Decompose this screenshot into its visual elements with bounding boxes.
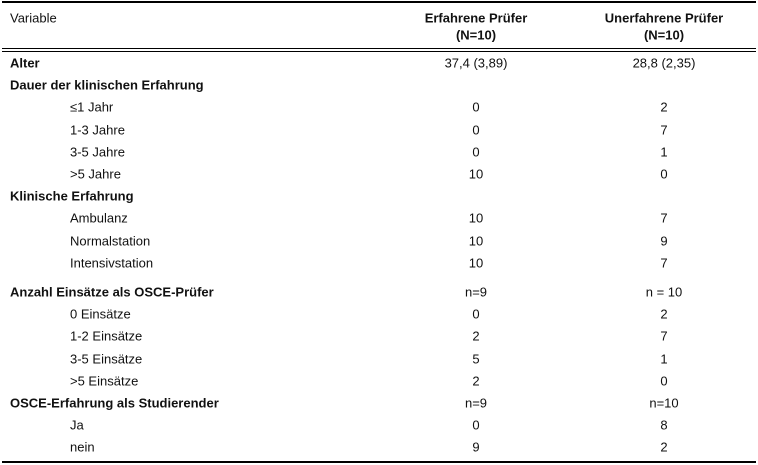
- row-label: ≤1 Jahr: [70, 99, 114, 115]
- row-label: 0 Einsätze: [70, 306, 131, 322]
- cell: 10: [468, 210, 484, 226]
- cell: 9: [660, 233, 668, 249]
- section-title: Dauer der klinischen Erfahrung: [10, 77, 204, 93]
- cell: 0: [660, 373, 668, 389]
- cell: 7: [660, 328, 668, 344]
- section-title: Klinische Erfahrung: [10, 188, 134, 204]
- column-header-n: (N=10): [455, 27, 497, 43]
- header-rule: [2, 51, 756, 52]
- row-label: >5 Jahre: [70, 166, 121, 182]
- section-title: OSCE-Erfahrung als Studierender: [10, 395, 219, 411]
- row-label: 1-2 Einsätze: [70, 328, 143, 344]
- cell: 2: [472, 328, 480, 344]
- cell: 7: [660, 122, 668, 138]
- column-header-n: (N=10): [643, 27, 685, 43]
- cell: 2: [660, 439, 668, 455]
- column-header: Variable: [10, 10, 57, 26]
- header-rule: [2, 48, 756, 49]
- row-label: nein: [70, 439, 95, 455]
- cell: 2: [472, 373, 480, 389]
- cell: 10: [468, 255, 484, 271]
- cell: n=9: [464, 284, 488, 300]
- cell: 1: [660, 144, 668, 160]
- cell: 8: [660, 417, 668, 433]
- row-label: Normalstation: [70, 233, 151, 249]
- cell: 28,8 (2,35): [632, 55, 696, 71]
- cell: 0: [660, 166, 668, 182]
- cell: n=9: [464, 395, 488, 411]
- row-label: 3-5 Einsätze: [70, 351, 143, 367]
- cell: 2: [660, 99, 668, 115]
- bottom-rule: [2, 461, 756, 463]
- cell: n = 10: [645, 284, 683, 300]
- top-rule: [2, 1, 756, 3]
- cell: 7: [660, 210, 668, 226]
- column-header: Erfahrene Prüfer: [424, 10, 528, 26]
- row-label: Ambulanz: [70, 210, 128, 226]
- cell: 10: [468, 166, 484, 182]
- row-label: >5 Einsätze: [70, 373, 139, 389]
- cell: 0: [472, 417, 480, 433]
- cell: 9: [472, 439, 480, 455]
- cell: 10: [468, 233, 484, 249]
- cell: 0: [472, 122, 480, 138]
- cell: n=10: [649, 395, 679, 411]
- cell: 2: [660, 306, 668, 322]
- column-header: Unerfahrene Prüfer: [604, 10, 724, 26]
- row-label: 3-5 Jahre: [70, 144, 125, 160]
- cell: 37,4 (3,89): [444, 55, 508, 71]
- cell: 0: [472, 144, 480, 160]
- cell: 1: [660, 351, 668, 367]
- cell: 7: [660, 255, 668, 271]
- section-title: Anzahl Einsätze als OSCE-Prüfer: [10, 284, 214, 300]
- cell: 0: [472, 99, 480, 115]
- row-label: Ja: [70, 417, 84, 433]
- row-label: 1-3 Jahre: [70, 122, 125, 138]
- cell: 5: [472, 351, 480, 367]
- section-title: Alter: [10, 55, 40, 71]
- cell: 0: [472, 306, 480, 322]
- row-label: Intensivstation: [70, 255, 154, 271]
